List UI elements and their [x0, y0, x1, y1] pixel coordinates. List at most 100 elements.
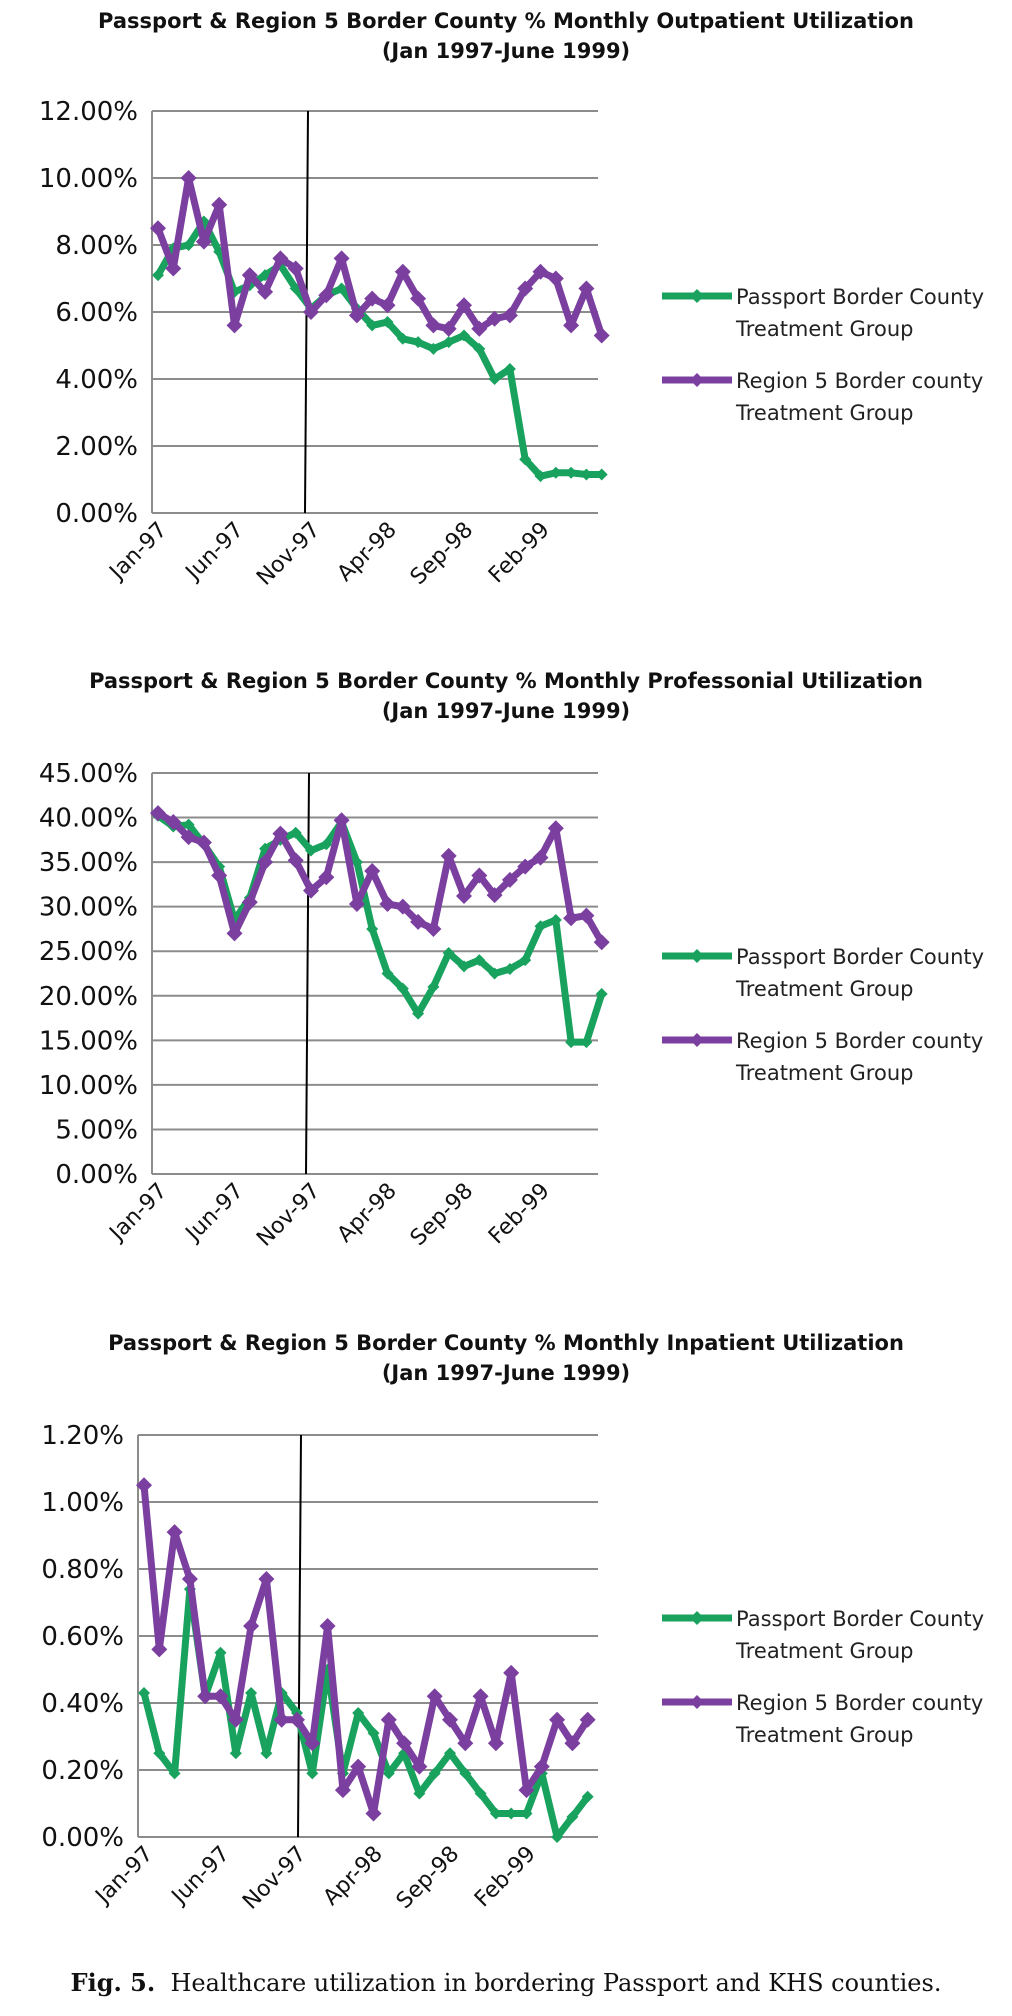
chart-title: Passport & Region 5 Border County % Mont…	[89, 669, 923, 723]
data-point-region5	[440, 847, 457, 864]
data-point-region5	[411, 1758, 428, 1775]
data-point-region5	[486, 310, 503, 327]
data-point-region5	[456, 297, 472, 314]
data-point-region5	[563, 910, 580, 927]
y-tick-label: 45.00%	[39, 759, 138, 789]
data-point-passport	[442, 947, 455, 960]
data-point-passport	[366, 319, 379, 332]
data-point-passport	[396, 982, 409, 995]
data-point-passport	[168, 1767, 181, 1780]
data-point-passport	[580, 468, 593, 481]
data-point-passport	[580, 1036, 593, 1049]
data-point-region5	[487, 1735, 504, 1752]
data-point-passport	[551, 1831, 564, 1843]
chart-title: Passport & Region 5 Border County % Mont…	[98, 9, 914, 63]
data-point-region5	[517, 858, 534, 875]
data-point-region5	[503, 1664, 520, 1681]
legend-label: Treatment Group	[735, 1639, 913, 1663]
data-point-region5	[180, 829, 197, 846]
data-point-passport	[595, 468, 608, 481]
legend-label: Treatment Group	[735, 1723, 913, 1747]
data-point-region5	[150, 220, 166, 237]
caption-text: Healthcare utilization in bordering Pass…	[170, 1969, 942, 1997]
data-point-passport	[458, 960, 470, 973]
data-point-passport	[566, 1810, 579, 1823]
x-tick-label: Feb-99	[484, 518, 555, 589]
data-point-passport	[488, 967, 501, 980]
data-point-passport	[565, 1036, 578, 1049]
data-point-region5	[396, 1735, 413, 1752]
x-tick-label: Sep-98	[406, 518, 478, 590]
data-point-passport	[595, 987, 608, 1000]
y-tick-label: 2.00%	[55, 432, 138, 462]
data-point-region5	[318, 287, 335, 304]
data-point-region5	[211, 867, 228, 884]
data-point-region5	[257, 283, 274, 300]
data-point-region5	[578, 280, 595, 297]
data-point-region5	[532, 263, 549, 280]
y-tick-label: 6.00%	[55, 298, 138, 328]
data-point-passport	[153, 1747, 166, 1760]
data-point-region5	[440, 320, 457, 337]
data-point-region5	[226, 925, 243, 942]
data-point-region5	[564, 1735, 581, 1752]
data-point-region5	[181, 1571, 198, 1588]
data-point-region5	[136, 1477, 152, 1494]
data-point-passport	[396, 332, 409, 345]
data-point-region5	[333, 812, 350, 829]
data-point-region5	[425, 920, 442, 937]
caption-label: Fig. 5.	[70, 1968, 156, 1997]
data-point-region5	[150, 805, 166, 822]
data-point-region5	[364, 863, 381, 880]
data-point-region5	[486, 887, 503, 904]
data-point-region5	[547, 270, 564, 287]
data-point-region5	[364, 290, 381, 307]
inpatient-chart: Passport & Region 5 Border County % Mont…	[0, 1322, 1012, 1962]
series-line-region5	[140, 1481, 592, 1818]
x-tick-label: Jun-97	[180, 1179, 249, 1248]
data-point-passport	[305, 844, 317, 857]
data-point-passport	[306, 1767, 319, 1780]
data-point-region5	[471, 867, 488, 884]
legend-label: Treatment Group	[735, 317, 913, 341]
data-point-region5	[410, 913, 427, 930]
professional-chart: Passport & Region 5 Border County % Mont…	[0, 660, 1012, 1300]
data-point-region5	[518, 1782, 535, 1799]
legend-label: Region 5 Border county	[736, 369, 983, 393]
outpatient-chart-svg: 0.00%2.00%4.00%6.00%8.00%10.00%12.00%Jan…	[39, 97, 984, 591]
data-point-region5	[365, 1805, 382, 1822]
data-point-region5	[165, 814, 182, 831]
data-point-passport	[214, 1646, 227, 1659]
data-point-region5	[272, 250, 289, 267]
data-point-passport	[427, 980, 440, 993]
figure-caption: Fig. 5. Healthcare utilization in border…	[0, 1968, 1012, 1997]
data-point-passport	[565, 466, 578, 479]
legend-label: Passport Border County	[736, 1607, 984, 1631]
data-point-passport	[320, 838, 333, 851]
chart-title: Passport & Region 5 Border County % Mont…	[108, 1331, 904, 1385]
data-point-region5	[350, 1758, 367, 1775]
data-point-region5	[442, 1711, 458, 1728]
legend-label: Passport Border County	[736, 285, 984, 309]
data-point-passport	[581, 1790, 594, 1803]
data-point-passport	[549, 914, 562, 927]
data-point-region5	[593, 934, 610, 951]
data-point-region5	[303, 304, 319, 320]
y-tick-label: 20.00%	[39, 982, 138, 1012]
data-point-passport	[534, 920, 547, 933]
y-tick-label: 40.00%	[39, 804, 138, 834]
y-tick-label: 0.80%	[41, 1555, 124, 1585]
data-point-region5	[287, 260, 304, 277]
data-point-region5	[471, 320, 488, 337]
legend-marker-passport	[690, 949, 704, 963]
data-point-passport	[352, 1707, 365, 1720]
x-tick-label: Apr-98	[333, 1179, 402, 1248]
x-tick-label: Nov-97	[252, 1179, 325, 1252]
y-tick-label: 35.00%	[39, 848, 138, 878]
data-point-region5	[243, 1617, 260, 1634]
x-tick-label: Nov-97	[252, 518, 325, 591]
data-point-passport	[503, 963, 516, 976]
data-point-region5	[425, 317, 442, 334]
data-point-region5	[165, 260, 182, 277]
data-point-region5	[166, 1524, 183, 1541]
